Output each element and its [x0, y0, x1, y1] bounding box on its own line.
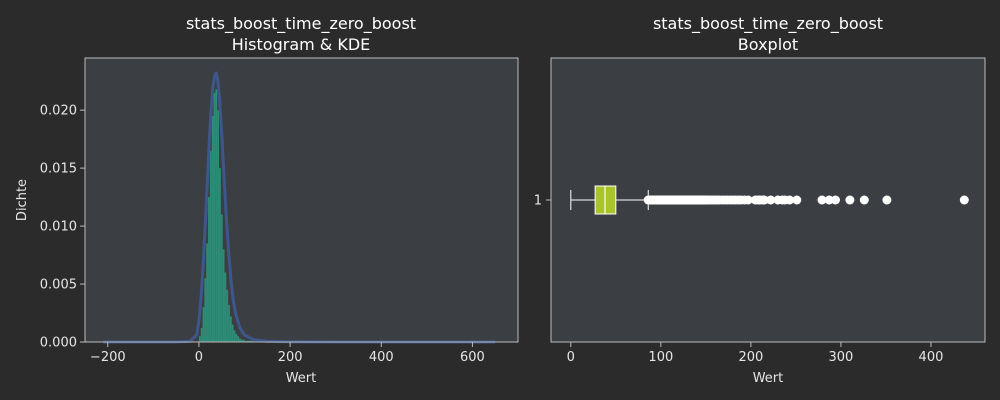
- histogram-x-axis-label: Wert: [286, 371, 317, 386]
- outlier-point: [766, 195, 776, 205]
- histogram-bar: [217, 110, 220, 342]
- x-tick-label: 0: [567, 350, 575, 365]
- boxplot-title: stats_boost_time_zero_boost: [653, 14, 883, 34]
- boxplot-y-ticks: 1: [534, 194, 551, 209]
- histogram-bar: [229, 316, 232, 342]
- histogram-axes-frame: [84, 57, 519, 343]
- x-tick-label: 0: [195, 350, 203, 365]
- outlier-point: [792, 195, 802, 205]
- histogram-bar: [198, 336, 201, 342]
- histogram-bar: [240, 339, 245, 342]
- histogram-y-axis-label: Dichte: [15, 179, 30, 221]
- histogram-title: stats_boost_time_zero_boost: [186, 14, 416, 34]
- histogram-bar: [202, 307, 205, 342]
- y-tick-label: 1: [534, 194, 542, 209]
- histogram-bar: [219, 168, 221, 342]
- histogram-bar: [239, 338, 241, 342]
- y-tick-label: 0.020: [40, 104, 77, 119]
- outlier-point: [882, 195, 892, 205]
- histogram-bar: [206, 243, 209, 342]
- histogram-bar: [211, 115, 214, 342]
- histogram-y-ticks: 0.000 0.005 0.010 0.015 0.020: [40, 104, 85, 351]
- histogram-bar: [226, 289, 229, 342]
- histogram-bar: [208, 197, 210, 342]
- histogram-bar: [220, 214, 223, 342]
- x-tick-label: 600: [460, 350, 485, 365]
- outlier-point: [785, 195, 795, 205]
- y-tick-label: 0.015: [40, 162, 77, 177]
- histogram-bar: [244, 340, 254, 342]
- histogram-bar: [204, 278, 207, 342]
- boxplot-x-ticks: 0 100 200 300 400: [567, 342, 944, 365]
- histogram-bar: [222, 249, 225, 342]
- boxplot-x-axis-label: Wert: [753, 371, 784, 386]
- y-tick-label: 0.000: [40, 336, 77, 351]
- kde-curve: [103, 71, 496, 344]
- x-tick-label: 200: [278, 350, 303, 365]
- histogram-bar: [231, 324, 234, 342]
- outlier-point: [845, 195, 855, 205]
- outlier-point: [831, 195, 840, 205]
- histogram-bar: [213, 92, 216, 342]
- x-tick-label: 300: [829, 350, 854, 365]
- histogram-marks: [103, 71, 496, 344]
- x-tick-label: 400: [919, 350, 944, 365]
- histogram-plot-area: [85, 58, 518, 342]
- x-tick-label: 100: [648, 350, 673, 365]
- x-tick-label: −200: [90, 350, 126, 365]
- histogram-bar: [209, 150, 212, 342]
- outlier-point: [759, 195, 769, 205]
- outlier-point: [824, 195, 834, 205]
- boxplot-subtitle: Boxplot: [738, 35, 798, 54]
- x-tick-label: 200: [738, 350, 763, 365]
- histogram-bar: [215, 89, 218, 342]
- histogram-bar: [237, 336, 240, 342]
- y-tick-label: 0.010: [40, 220, 77, 235]
- histogram-bar: [224, 272, 227, 342]
- outlier-point: [817, 195, 827, 205]
- histogram-bar: [235, 333, 238, 342]
- histogram-x-ticks: −200 0 200 400 600: [90, 342, 485, 365]
- outlier-point: [959, 195, 969, 205]
- x-tick-label: 400: [369, 350, 394, 365]
- histogram-kde-panel: stats_boost_time_zero_boost Histogram & …: [15, 14, 519, 386]
- histogram-bar: [200, 328, 203, 342]
- outlier-point: [743, 195, 753, 205]
- histogram-subtitle: Histogram & KDE: [232, 35, 371, 54]
- y-tick-label: 0.005: [40, 278, 77, 293]
- boxplot-marks: [570, 185, 969, 215]
- outlier-point: [859, 195, 869, 205]
- histogram-bar: [228, 304, 230, 342]
- histogram-bar: [233, 330, 236, 342]
- boxplot-panel: stats_boost_time_zero_boost Boxplot 0 100…: [534, 14, 986, 386]
